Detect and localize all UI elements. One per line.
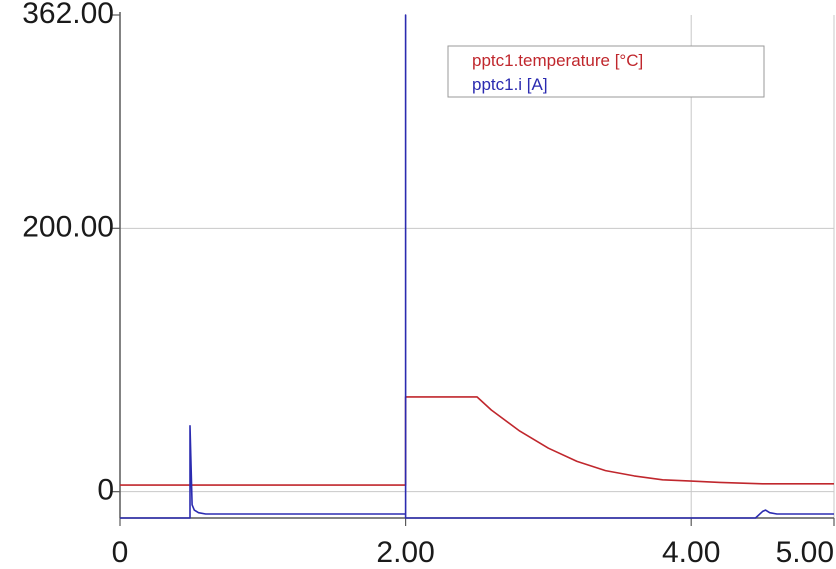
y-tick-label-0: 0 xyxy=(97,474,114,507)
y-tick-label-2: 362.00 xyxy=(22,0,114,30)
y-tick-label-1: 200.00 xyxy=(22,210,114,243)
x-tick-label-1: 2.00 xyxy=(376,536,434,569)
series-current-line xyxy=(120,14,834,519)
x-tick-label-3: 5.00 xyxy=(776,536,834,569)
legend-entry-temperature: pptc1.temperature [°C] xyxy=(472,51,643,70)
series-layer xyxy=(120,14,834,519)
x-tick-label-2: 4.00 xyxy=(662,536,720,569)
legend-box xyxy=(447,45,765,98)
legend-entry-current: pptc1.i [A] xyxy=(472,75,548,94)
legend: pptc1.temperature [°C] pptc1.i [A] xyxy=(447,45,765,98)
x-tick-label-0: 0 xyxy=(112,536,129,569)
series-temperature-line xyxy=(120,396,834,486)
tick-labels: 0 2.00 4.00 5.00 0 200.00 362.00 xyxy=(22,0,834,569)
